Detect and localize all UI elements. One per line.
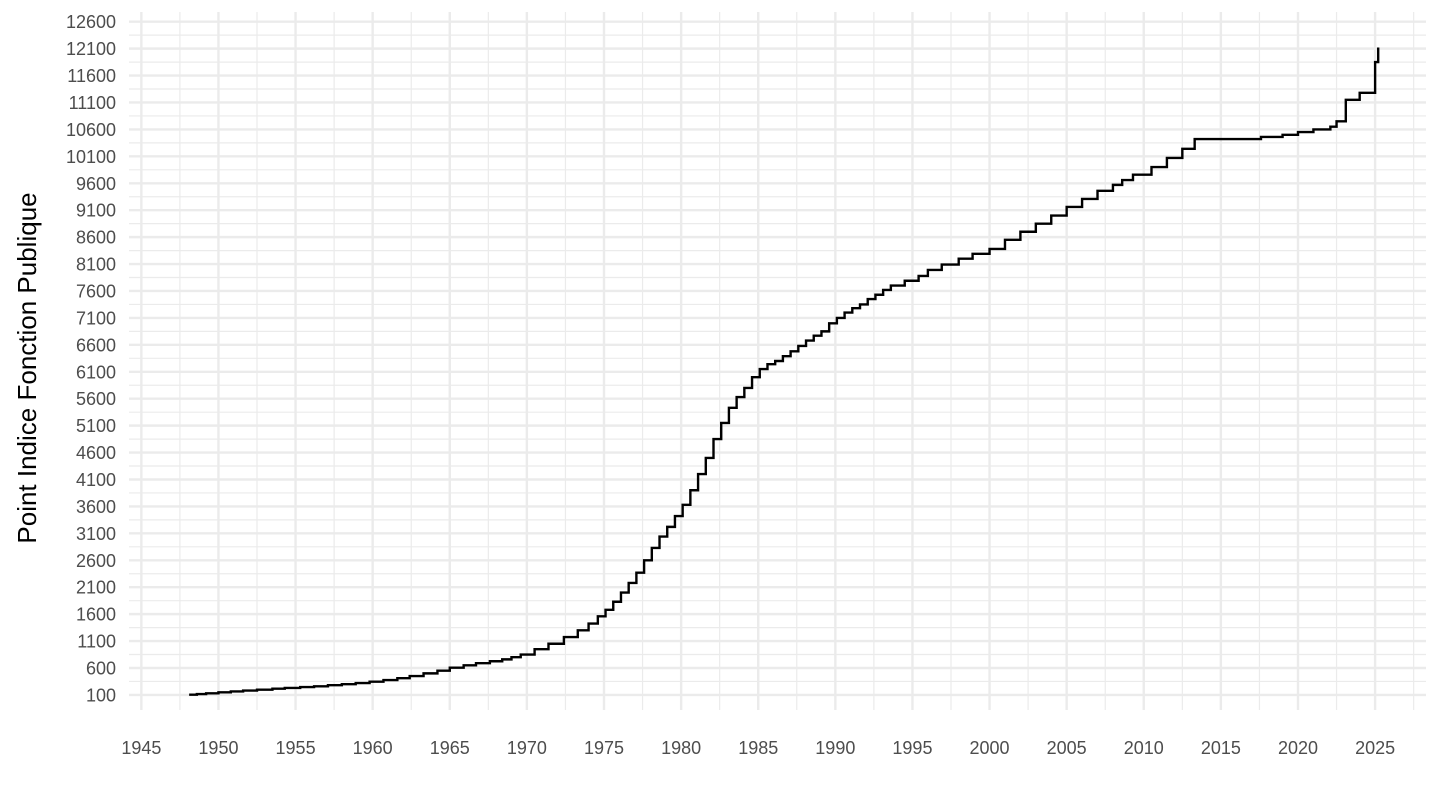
y-tick-label: 7100	[76, 308, 116, 328]
x-tick-label: 2010	[1124, 738, 1164, 758]
y-tick-label: 600	[86, 658, 116, 678]
x-tick-label: 1965	[430, 738, 470, 758]
x-tick-label: 1950	[198, 738, 238, 758]
y-tick-label: 5100	[76, 416, 116, 436]
y-tick-label: 2600	[76, 551, 116, 571]
y-tick-label: 9600	[76, 174, 116, 194]
y-tick-label: 2100	[76, 578, 116, 598]
x-tick-label: 1945	[121, 738, 161, 758]
x-tick-label: 1995	[892, 738, 932, 758]
y-tick-label: 9100	[76, 201, 116, 221]
y-tick-label: 11600	[67, 66, 116, 86]
y-tick-label: 4100	[76, 470, 116, 490]
y-tick-label: 10600	[66, 120, 116, 140]
x-tick-label: 2020	[1278, 738, 1318, 758]
x-tick-label: 1960	[353, 738, 393, 758]
x-tick-label: 2015	[1201, 738, 1241, 758]
x-tick-label: 1985	[738, 738, 778, 758]
y-tick-label: 3600	[76, 497, 116, 517]
x-tick-label: 1980	[661, 738, 701, 758]
y-tick-label: 4600	[76, 443, 116, 463]
y-tick-label: 3100	[76, 524, 116, 544]
y-tick-label: 6600	[76, 335, 116, 355]
major-gridlines	[129, 12, 1426, 710]
y-tick-label: 8100	[76, 255, 116, 275]
series-layer	[189, 47, 1380, 696]
y-tick-label: 11100	[69, 93, 116, 113]
y-tick-label: 12600	[66, 12, 116, 32]
y-tick-label: 1100	[77, 632, 116, 652]
y-tick-label: 8600	[76, 228, 116, 248]
x-tick-label: 1975	[584, 738, 624, 758]
y-tick-label: 100	[86, 685, 116, 705]
y-tick-label: 6100	[76, 362, 116, 382]
y-tick-label: 1600	[76, 605, 116, 625]
x-tick-label: 1970	[507, 738, 547, 758]
x-tick-label: 1955	[276, 738, 316, 758]
y-tick-label: 10100	[66, 147, 116, 167]
y-axis-tick-labels: 100 600 1100 1600 2100 2600 3100 3600 4100 4600 51…	[66, 12, 116, 705]
y-tick-label: 7600	[76, 281, 116, 301]
y-axis-title: Point Indice Fonction Publique	[12, 192, 42, 543]
y-tick-label: 5600	[76, 389, 116, 409]
y-tick-label: 12100	[66, 39, 116, 59]
x-tick-label: 1990	[815, 738, 855, 758]
x-tick-label: 2000	[970, 738, 1010, 758]
x-tick-label: 2025	[1355, 738, 1395, 758]
x-tick-label: 2005	[1047, 738, 1087, 758]
x-axis-tick-labels: 1945 1950 1955 1960 1965 1970 1975 1980 1985 1990…	[121, 738, 1395, 758]
series-line	[189, 47, 1380, 696]
